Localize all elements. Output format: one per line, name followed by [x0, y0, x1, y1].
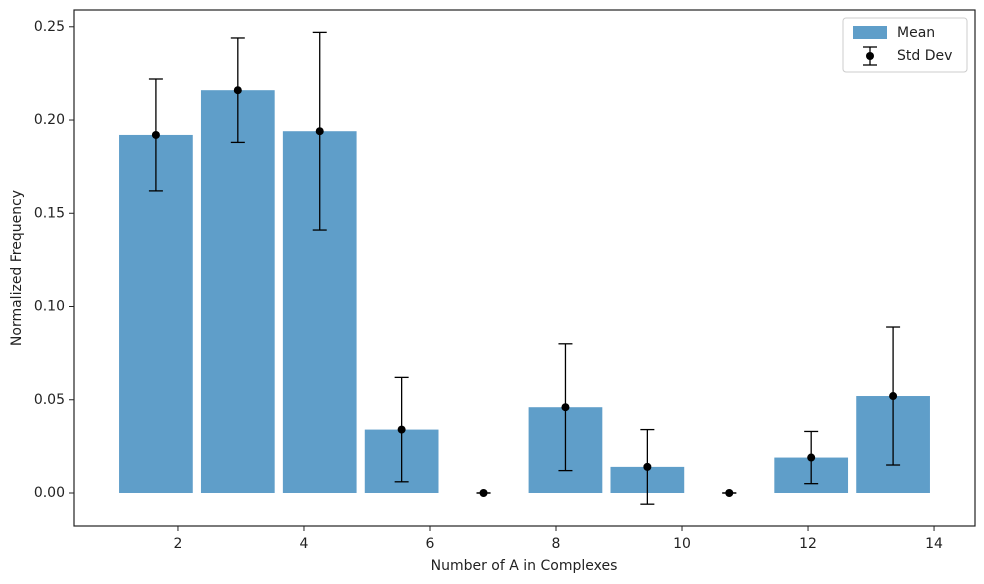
y-tick-label: 0.15: [34, 205, 65, 221]
mean-point: [561, 403, 570, 412]
x-tick-label: 2: [174, 536, 183, 552]
mean-point: [233, 86, 242, 95]
x-tick-label: 4: [300, 536, 309, 552]
mean-point: [725, 488, 734, 497]
mean-point: [479, 488, 488, 497]
y-axis-label: Normalized Frequency: [9, 190, 25, 346]
bar: [200, 90, 275, 493]
mean-point: [807, 453, 816, 462]
y-tick-label: 0.00: [34, 485, 65, 501]
mean-point: [315, 127, 324, 136]
x-tick-label: 14: [925, 536, 943, 552]
x-axis-label: Number of A in Complexes: [431, 558, 618, 574]
y-tick-label: 0.20: [34, 112, 65, 128]
mean-point: [643, 462, 652, 471]
y-tick-label: 0.05: [34, 392, 65, 408]
bar: [119, 134, 193, 493]
x-tick-label: 10: [673, 536, 691, 552]
mean-point: [889, 392, 898, 401]
x-tick-label: 8: [552, 536, 561, 552]
y-tick-label: 0.25: [34, 19, 65, 35]
legend-label: Mean: [897, 25, 935, 41]
x-tick-label: 6: [426, 536, 435, 552]
x-tick-label: 12: [799, 536, 817, 552]
mean-point: [151, 130, 160, 139]
legend-swatch: [853, 26, 887, 39]
y-tick-label: 0.10: [34, 299, 65, 315]
mean-point: [397, 425, 406, 434]
legend-label: Std Dev: [897, 48, 952, 64]
legend-marker: [866, 52, 874, 60]
plot-frame: [73, 9, 976, 527]
